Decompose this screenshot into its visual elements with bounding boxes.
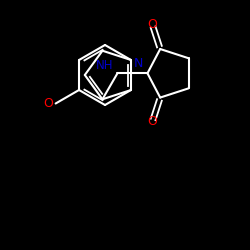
Text: N: N — [134, 57, 143, 70]
Text: O: O — [148, 18, 157, 31]
Text: O: O — [148, 115, 157, 128]
Text: NH: NH — [96, 59, 113, 72]
Text: O: O — [43, 97, 53, 110]
